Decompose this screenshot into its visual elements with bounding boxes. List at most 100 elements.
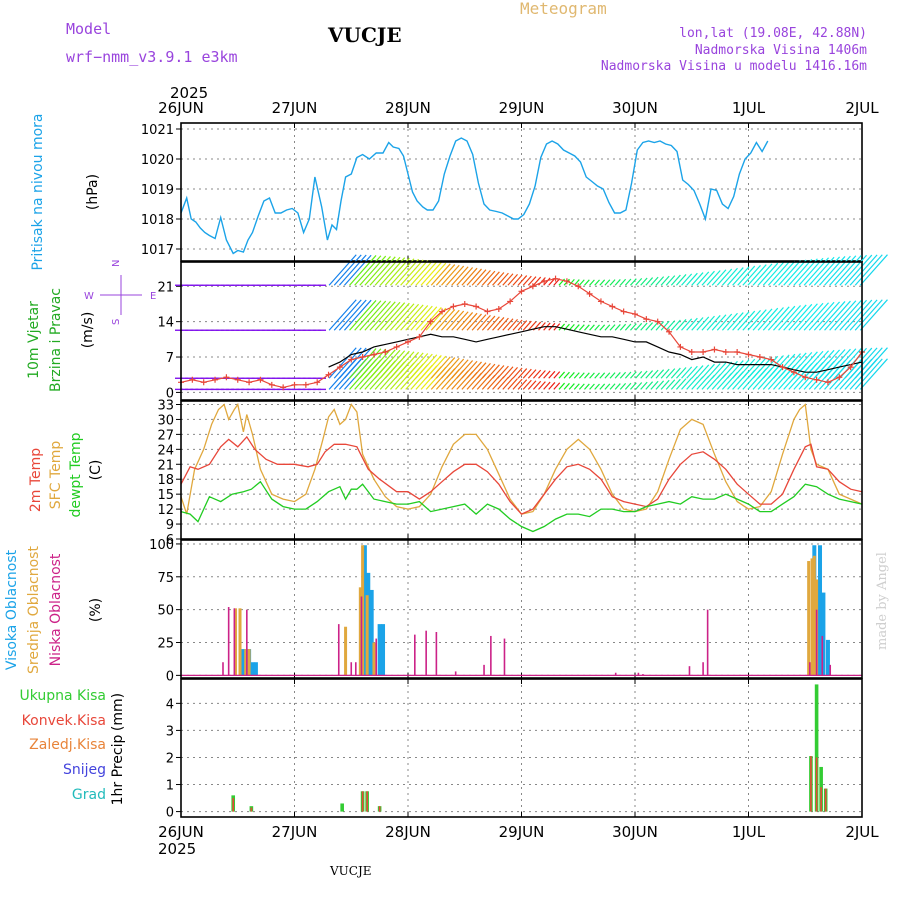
wind-barb <box>441 309 460 331</box>
wind-barb <box>681 366 693 379</box>
wind-barb <box>640 322 648 331</box>
wind-barb <box>558 371 566 379</box>
wind-barb <box>747 264 767 286</box>
wind-barb <box>517 368 528 379</box>
wind-barb <box>757 307 779 331</box>
y-tick-label: 50 <box>157 604 174 619</box>
wind-barb <box>456 312 474 331</box>
wind-barb <box>675 319 687 331</box>
wind-barb <box>630 371 637 379</box>
wind-barb <box>762 307 784 331</box>
wind-barb <box>558 382 566 390</box>
wind-barb <box>512 378 523 390</box>
cloud-high-label: Visoka Oblacnost <box>4 549 20 670</box>
wind-barb <box>328 254 357 286</box>
wind-barb <box>487 271 500 286</box>
x-tick-label-top: 2JUL <box>845 99 879 117</box>
wind-barb <box>849 254 878 286</box>
dewpt-line <box>180 480 863 533</box>
wind-barb <box>630 382 637 390</box>
wind-barb <box>859 299 888 331</box>
wind-barb <box>492 272 505 286</box>
wind-barb <box>609 383 616 390</box>
wind-barb <box>675 274 687 286</box>
wind-barb <box>681 377 693 390</box>
wind-barb <box>343 299 372 331</box>
wind-barb <box>548 370 556 379</box>
wind-barb <box>691 365 704 379</box>
y-tick-label: 1021 <box>141 123 174 138</box>
wind-barb <box>389 351 415 379</box>
wind-barb <box>395 258 420 286</box>
y-tick-label: 1 <box>166 779 174 794</box>
precip-conv-bar <box>810 756 812 812</box>
cloud-bar <box>414 634 416 676</box>
wind-barb <box>471 269 487 286</box>
gust-marker <box>246 379 253 386</box>
wind-barb <box>732 311 750 331</box>
wind-barb <box>492 365 505 379</box>
wind-barb <box>364 301 391 331</box>
gust-marker <box>847 364 854 371</box>
y-tick-label: 2 <box>166 751 174 766</box>
gust-marker <box>677 343 684 350</box>
gust-marker <box>234 376 241 383</box>
wind-barb <box>803 350 830 379</box>
wind-barb <box>471 362 487 379</box>
gust-marker <box>597 298 604 305</box>
gust-marker <box>609 303 616 310</box>
wind-barb <box>854 358 883 390</box>
cloud-bar <box>233 608 237 676</box>
wind-barb <box>716 313 733 331</box>
cloud-bar <box>365 595 369 676</box>
wind-barb <box>834 300 862 331</box>
x-tick-label-top: 27JUN <box>272 99 318 117</box>
gust-marker <box>700 348 707 355</box>
cloud-bar <box>227 607 230 676</box>
cloud-bar <box>435 632 438 676</box>
pressure-line <box>180 137 769 255</box>
wind-barb <box>773 353 796 379</box>
sfc-temp-line <box>180 402 863 515</box>
wind-barb <box>803 302 830 331</box>
panel-frame <box>180 539 863 679</box>
wind-barb <box>461 312 478 331</box>
compass-cross <box>100 275 142 315</box>
wind-barb <box>338 254 367 286</box>
wind-barb <box>410 353 433 379</box>
gust-marker <box>620 308 627 315</box>
wind-barb <box>420 355 442 379</box>
gust-marker <box>382 348 389 355</box>
wind-barb <box>854 299 883 331</box>
wind-barb <box>660 320 670 331</box>
wind-barb <box>543 370 551 379</box>
precip-legend-label: Zaledj.Kisa <box>29 737 106 753</box>
cloud-bar <box>812 555 816 676</box>
wind-barb <box>635 322 643 331</box>
cloud-bar <box>253 662 258 676</box>
gust-marker <box>734 348 741 355</box>
wind-barb <box>446 358 465 379</box>
precip-legend-label: Snijeg <box>63 762 106 778</box>
wind-barb <box>379 350 406 379</box>
wind-barb <box>793 258 818 286</box>
gust-marker <box>756 354 763 361</box>
wind-barb <box>660 368 670 379</box>
gust-marker <box>393 343 400 350</box>
gust-marker <box>336 364 343 371</box>
wind-barb <box>492 376 505 390</box>
gust-marker <box>836 374 843 381</box>
cloud-unit: (%) <box>88 598 104 622</box>
cloud-mid-label: Srednja Oblacnost <box>26 546 42 674</box>
wind-barb <box>589 279 595 286</box>
cloud-bar <box>490 635 492 676</box>
wind-barb <box>425 262 447 286</box>
y-tick-label: 100 <box>149 538 174 553</box>
wind-barb <box>757 355 779 379</box>
wind-barb <box>665 379 676 390</box>
wind-barb <box>844 299 873 331</box>
wind-barb <box>532 369 542 379</box>
cloud-bar <box>825 639 830 676</box>
wind-barb <box>568 383 575 390</box>
wind-barb <box>778 305 801 331</box>
